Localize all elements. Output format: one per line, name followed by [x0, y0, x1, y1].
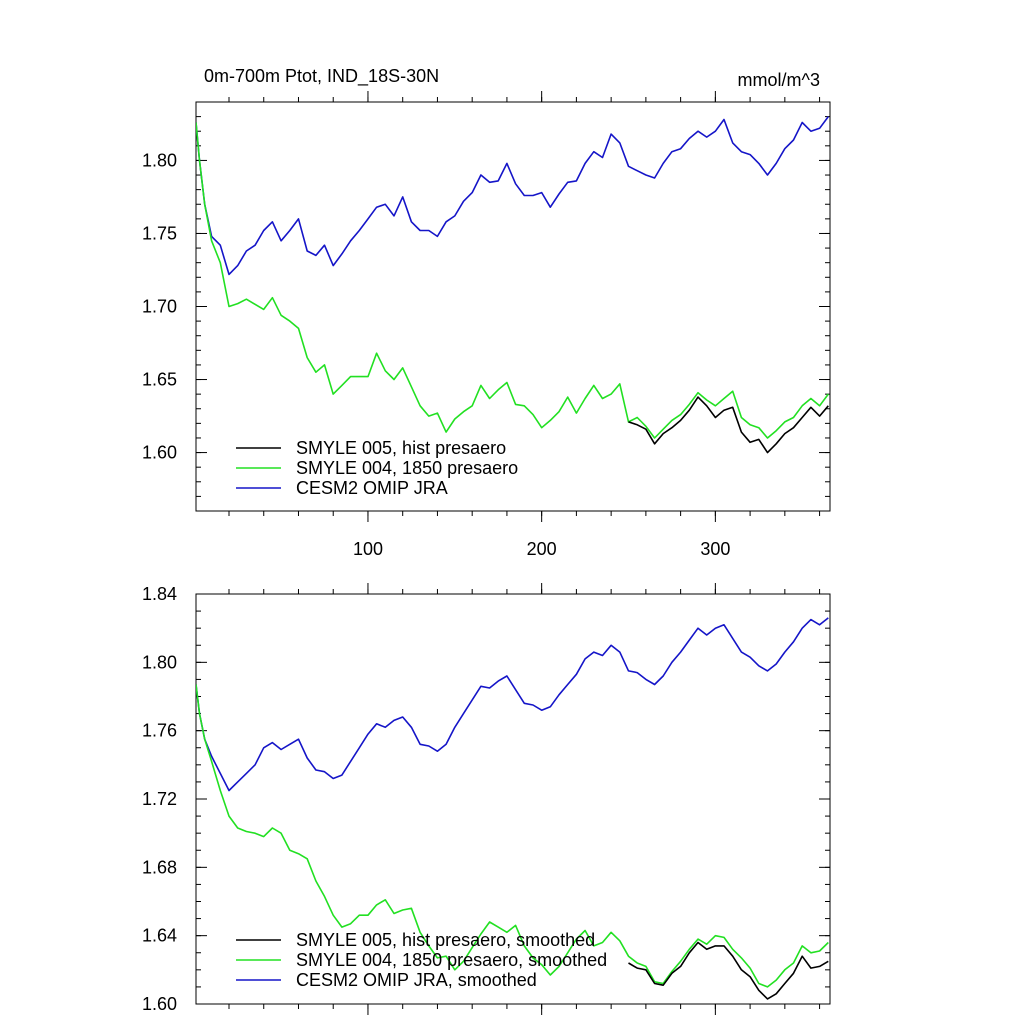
legend-label: SMYLE 004, 1850 presaero, smoothed	[296, 950, 607, 970]
panel-top: 1.60 1.65 1.70 1.75 1.80 100 200 300 0m-700m Pto…	[142, 66, 831, 559]
series-line-2	[196, 617, 829, 792]
series-line-0	[628, 941, 829, 1000]
legend-label: CESM2 OMIP JRA, smoothed	[296, 970, 537, 990]
legend-label: SMYLE 004, 1850 presaero	[296, 458, 518, 478]
series-lines	[196, 617, 829, 1000]
series-line-1	[196, 684, 829, 988]
y-tick-label: 1.65	[142, 370, 177, 390]
series-lines	[196, 116, 829, 454]
units-label: mmol/m^3	[738, 70, 820, 90]
plot-frame	[195, 101, 831, 512]
x-tick-label: 300	[700, 539, 730, 559]
series-line-1	[196, 122, 829, 439]
chart-title: 0m-700m Ptot, IND_18S-30N	[204, 66, 439, 87]
y-tick-label: 1.70	[142, 297, 177, 317]
x-tick-label: 200	[527, 539, 557, 559]
legend-label: SMYLE 005, hist presaero, smoothed	[296, 930, 595, 950]
y-tick-label: 1.64	[142, 926, 177, 946]
y-tick-label: 1.80	[142, 150, 177, 170]
y-tick-label: 1.60	[142, 443, 177, 463]
series-line-2	[196, 116, 829, 276]
x-tick-label: 100	[353, 539, 383, 559]
series-line-0	[628, 396, 829, 454]
panel-bottom: 1.60 1.64 1.68 1.72 1.76 1.80 1.84 SMYLE 005, h…	[142, 583, 831, 1015]
y-tick-label: 1.80	[142, 652, 177, 672]
y-tick-label: 1.75	[142, 223, 177, 243]
y-tick-label: 1.60	[142, 994, 177, 1014]
y-tick-label: 1.76	[142, 721, 177, 741]
y-tick-label: 1.68	[142, 857, 177, 877]
legend-label: CESM2 OMIP JRA	[296, 478, 448, 498]
y-tick-label: 1.84	[142, 584, 177, 604]
legend-label: SMYLE 005, hist presaero	[296, 438, 506, 458]
y-tick-label: 1.72	[142, 789, 177, 809]
